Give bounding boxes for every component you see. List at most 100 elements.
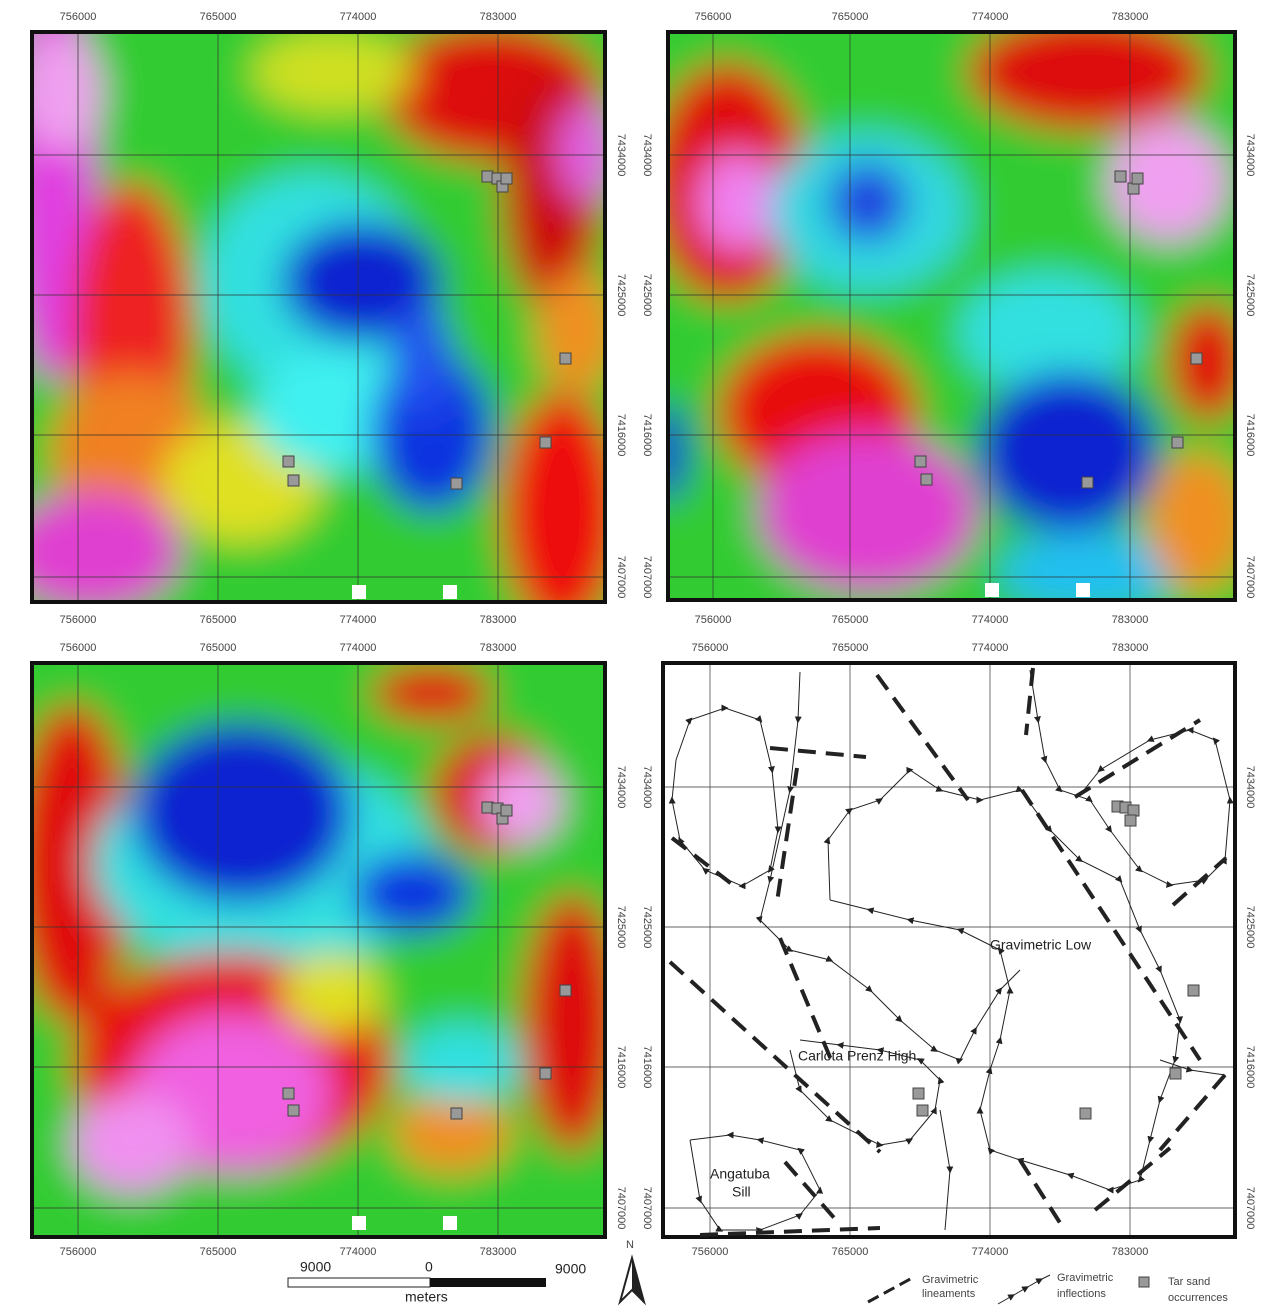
y-coordinate-label: 7434000	[1244, 766, 1256, 809]
scale-segment	[288, 1278, 430, 1287]
y-coordinate-label: 7425000	[641, 274, 653, 317]
tar-sand-occurrence	[451, 478, 462, 489]
tar-sand-occurrence	[288, 1105, 299, 1116]
heatmap-blob	[72, 1093, 192, 1193]
heatmap-blob	[2, 492, 182, 612]
tar-sand-occurrence	[1188, 985, 1199, 996]
frame-marker	[443, 1216, 457, 1230]
heatmap-blur	[0, 0, 665, 662]
y-coordinate-label: 7416000	[1244, 1046, 1256, 1089]
tar-sand-occurrence	[501, 805, 512, 816]
y-coordinate-label: 7425000	[1244, 274, 1256, 317]
heatmap-blob	[352, 853, 472, 933]
tar-sand-occurrence	[1128, 805, 1139, 816]
map-panel: 756000 756000 765000 765000 774000 774000 7830…	[0, 603, 665, 1297]
tar-sand-occurrence	[1082, 477, 1093, 488]
y-coordinate-label: 7407000	[1244, 1187, 1256, 1230]
tar-sand-occurrence	[1170, 1068, 1181, 1079]
heatmap	[0, 603, 665, 1297]
x-coordinate-label: 756000	[60, 642, 97, 654]
y-coordinate-label: 7407000	[615, 556, 627, 599]
heatmap-blob	[698, 152, 778, 252]
x-coordinate-label: 765000	[832, 642, 869, 654]
x-coordinate-label: 774000	[972, 1246, 1009, 1258]
maps: 756000 756000 765000 765000 774000 774000 7830…	[0, 0, 1266, 1297]
y-coordinate-label: 7407000	[615, 1187, 627, 1230]
y-coordinate-label: 7407000	[641, 1187, 653, 1230]
x-coordinate-label: 783000	[1112, 11, 1149, 23]
x-coordinate-label: 783000	[1112, 642, 1149, 654]
legend-label: Tar sand	[1168, 1276, 1210, 1288]
x-coordinate-label: 765000	[200, 11, 237, 23]
legend-label: occurrences	[1168, 1292, 1228, 1304]
x-coordinate-label: 765000	[200, 1246, 237, 1258]
x-coordinate-label: 756000	[695, 614, 732, 626]
scale-label: 0	[425, 1259, 433, 1275]
x-coordinate-label: 756000	[60, 614, 97, 626]
heatmap-blob	[372, 663, 492, 723]
tar-sand-occurrence	[1128, 183, 1139, 194]
scale-bar: 9000 0 9000 meters	[288, 1259, 586, 1305]
frame-marker	[443, 585, 457, 599]
heatmap-blob	[132, 723, 352, 903]
figure: 756000 756000 765000 765000 774000 774000 7830…	[0, 0, 1266, 1311]
tar-sand-occurrence	[1132, 173, 1143, 184]
x-coordinate-label: 756000	[695, 11, 732, 23]
tar-sand-occurrence	[283, 1088, 294, 1099]
legend-tar-sand	[1139, 1277, 1149, 1287]
tar-sand-occurrence	[560, 353, 571, 364]
frame-marker	[1076, 583, 1090, 597]
heatmap-blob	[758, 432, 978, 592]
x-coordinate-label: 783000	[480, 11, 517, 23]
y-coordinate-label: 7416000	[615, 414, 627, 457]
x-coordinate-label: 783000	[480, 614, 517, 626]
scale-segment	[430, 1278, 546, 1287]
heatmap-blob	[557, 102, 617, 202]
legend-label: Gravimetric	[1057, 1272, 1114, 1284]
x-coordinate-label: 774000	[972, 642, 1009, 654]
tar-sand-occurrence	[540, 1068, 551, 1079]
region-label: Angatuba	[710, 1166, 770, 1182]
x-coordinate-label: 756000	[60, 1246, 97, 1258]
y-coordinate-label: 7425000	[615, 906, 627, 949]
x-coordinate-label: 774000	[340, 642, 377, 654]
x-coordinate-label: 783000	[480, 1246, 517, 1258]
tar-sand-occurrence	[482, 802, 493, 813]
x-coordinate-label: 756000	[60, 11, 97, 23]
x-coordinate-label: 765000	[200, 614, 237, 626]
frame-marker	[352, 585, 366, 599]
heatmap-blob	[392, 302, 452, 422]
legend-label: lineaments	[922, 1288, 976, 1300]
x-coordinate-label: 774000	[340, 1246, 377, 1258]
x-coordinate-label: 783000	[1112, 1246, 1149, 1258]
legend-lineament	[868, 1278, 912, 1302]
tar-sand-occurrence	[501, 173, 512, 184]
region-label: Carlota Prenz High	[798, 1048, 916, 1064]
tar-sand-occurrence	[540, 437, 551, 448]
y-coordinate-label: 7434000	[1244, 134, 1256, 177]
y-coordinate-label: 7425000	[1244, 906, 1256, 949]
tar-sand-occurrence	[1172, 437, 1183, 448]
heatmap-blob	[392, 1093, 512, 1173]
x-coordinate-label: 774000	[340, 614, 377, 626]
y-coordinate-label: 7416000	[1244, 414, 1256, 457]
frame-marker	[985, 583, 999, 597]
heatmap-blob	[828, 162, 908, 242]
x-coordinate-label: 765000	[200, 642, 237, 654]
heatmap-blob	[282, 953, 382, 1033]
x-coordinate-label: 756000	[692, 1246, 729, 1258]
y-coordinate-label: 7407000	[1244, 556, 1256, 599]
y-coordinate-label: 7416000	[641, 414, 653, 457]
legend-label: Gravimetric	[922, 1274, 979, 1286]
x-coordinate-label: 783000	[480, 642, 517, 654]
scale-label: 9000	[300, 1259, 331, 1275]
x-coordinate-label: 765000	[832, 11, 869, 23]
x-coordinate-label: 783000	[1112, 614, 1149, 626]
tar-sand-occurrence	[288, 475, 299, 486]
tar-sand-occurrence	[283, 456, 294, 467]
heatmap	[608, 0, 1266, 660]
y-coordinate-label: 7434000	[615, 766, 627, 809]
region-label: Gravimetric Low	[990, 937, 1092, 953]
x-coordinate-label: 765000	[832, 1246, 869, 1258]
heatmap-blob	[402, 1023, 522, 1103]
